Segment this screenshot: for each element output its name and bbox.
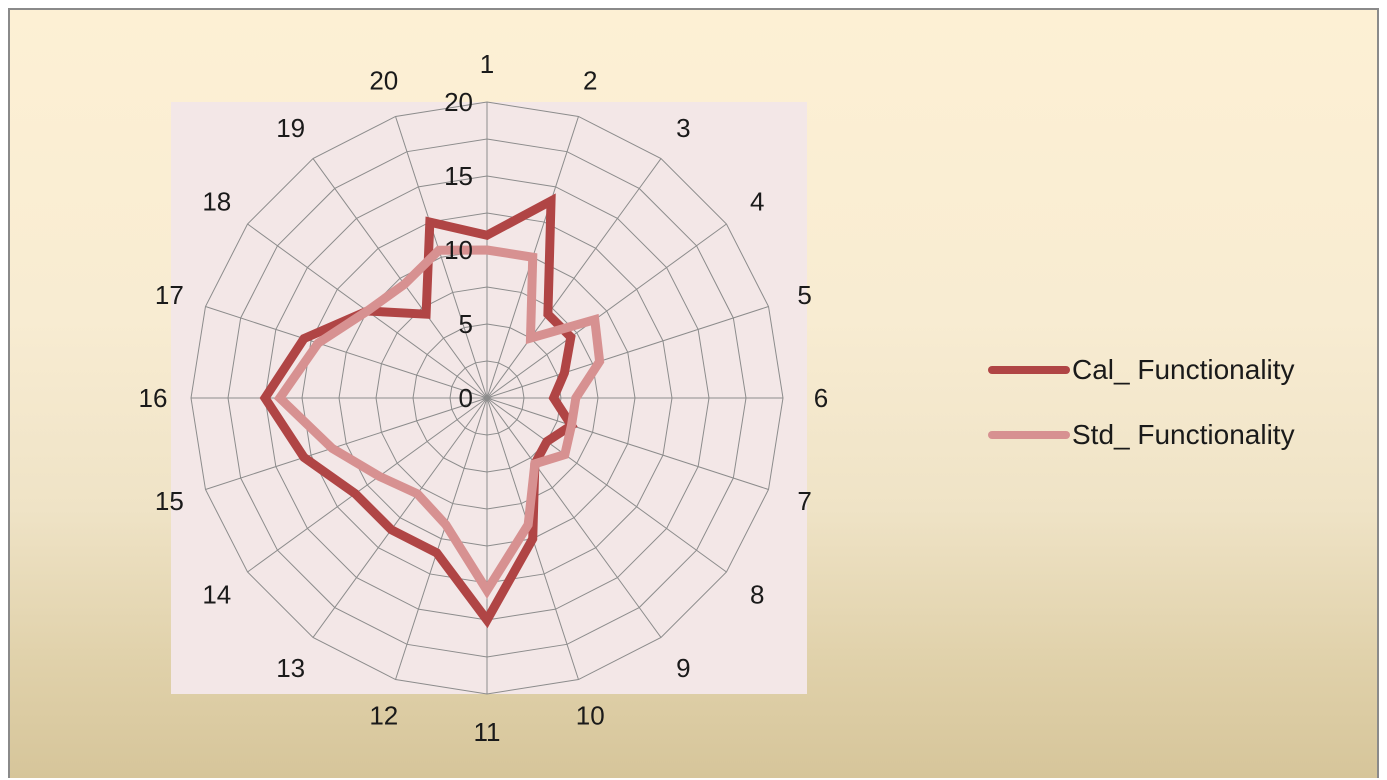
radial-tick-label: 20	[444, 87, 473, 117]
chart-frame: 1 2 3 4 5 6 7 8 9 10 11 12 13 14 15 16 17 18 19 20 0 5 10 15 20…	[8, 8, 1379, 778]
category-label: 16	[139, 383, 168, 413]
legend-label-cal: Cal_ Functionality	[1072, 354, 1295, 385]
radial-tick-labels: 0 5 10 15 20	[444, 87, 473, 413]
category-label: 14	[202, 579, 231, 609]
grid-spoke	[486, 223, 727, 399]
grid-spoke	[486, 397, 662, 638]
grid-spoke	[486, 397, 769, 490]
grid-spoke	[395, 116, 488, 399]
category-label: 7	[797, 486, 811, 516]
radial-tick-label: 15	[444, 161, 473, 191]
category-label: 6	[814, 383, 828, 413]
series-line-std	[273, 245, 605, 599]
category-label: 3	[676, 113, 690, 143]
legend-swatch-std	[988, 431, 1070, 439]
grid-spoke	[395, 397, 488, 680]
category-label: 9	[676, 653, 690, 683]
category-label: 12	[369, 701, 398, 731]
category-label: 17	[155, 280, 184, 310]
radial-tick-label: 5	[459, 309, 473, 339]
grid-spoke	[312, 397, 488, 638]
legend-item-std: Std_ Functionality	[988, 415, 1295, 455]
legend-swatch-cal	[988, 366, 1070, 374]
grid-spoke	[205, 306, 488, 399]
category-label: 4	[750, 187, 764, 217]
radial-tick-label: 0	[459, 383, 473, 413]
category-label: 18	[202, 187, 231, 217]
grid-spoke	[486, 158, 662, 399]
grid-spoke	[486, 306, 769, 399]
category-label: 19	[276, 113, 305, 143]
category-label: 2	[583, 65, 597, 95]
grid-spoke	[205, 397, 488, 490]
category-label: 13	[276, 653, 305, 683]
grid-spoke	[486, 397, 727, 573]
category-label: 11	[474, 717, 501, 747]
category-label: 1	[480, 49, 494, 79]
category-label: 8	[750, 579, 764, 609]
legend-item-cal: Cal_ Functionality	[988, 350, 1295, 390]
radial-tick-label: 10	[444, 235, 473, 265]
category-label: 15	[155, 486, 184, 516]
category-label: 20	[369, 65, 398, 95]
category-label: 10	[576, 701, 605, 731]
category-label: 5	[797, 280, 811, 310]
radar-series	[259, 193, 605, 629]
grid-spoke	[312, 158, 488, 399]
legend-label-std: Std_ Functionality	[1072, 419, 1295, 450]
grid-spoke	[247, 397, 488, 573]
legend: Cal_ Functionality Std_ Functionality	[988, 350, 1295, 480]
